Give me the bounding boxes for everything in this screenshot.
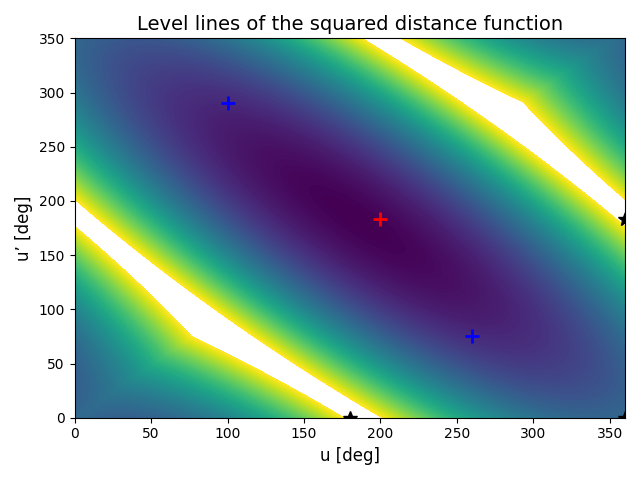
- X-axis label: u [deg]: u [deg]: [320, 447, 380, 465]
- Y-axis label: u’ [deg]: u’ [deg]: [15, 195, 33, 261]
- Title: Level lines of the squared distance function: Level lines of the squared distance func…: [137, 15, 563, 34]
